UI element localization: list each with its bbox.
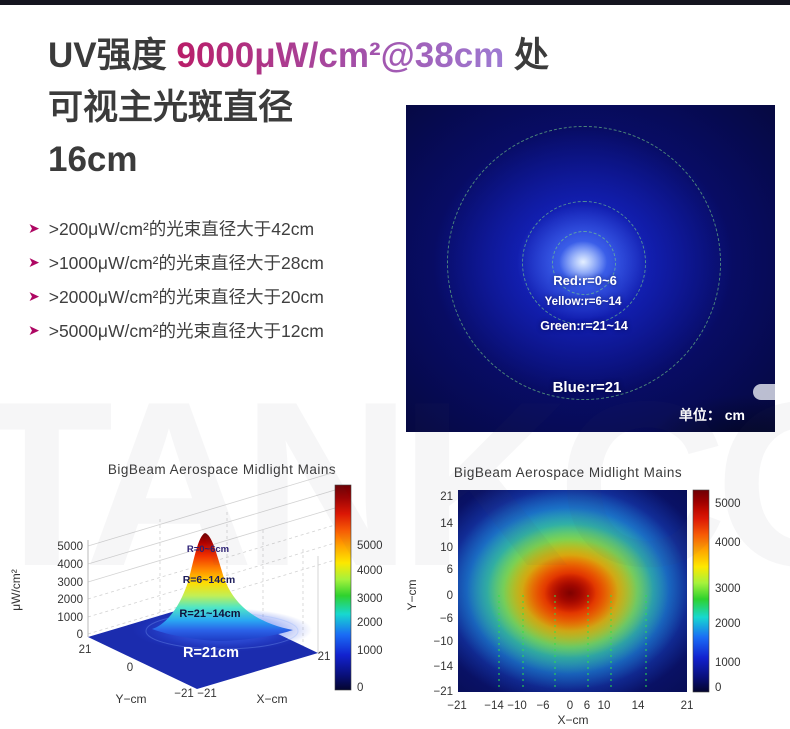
z-axis-ticks: 5000 4000 3000 2000 1000 0 — [57, 541, 83, 641]
colorbar-tick: 1000 — [357, 645, 383, 657]
x-tick: 21 — [681, 700, 694, 712]
ring-label-green: Green:r=21~14 — [540, 319, 628, 333]
colorbar-tick: 3000 — [357, 593, 383, 605]
title-line-3: 16cm — [48, 140, 138, 179]
colorbar-tick: 5000 — [357, 540, 383, 552]
top-accent-bar — [0, 0, 790, 5]
surface-plot-title: BigBeam Aerospace Midlight Mains — [108, 462, 336, 477]
y-tick: 21 — [79, 644, 92, 656]
spec-text: >2000μW/cm²的光束直径大于20cm — [48, 286, 324, 307]
y-tick: 10 — [440, 542, 453, 554]
colorbar-tick: 0 — [357, 682, 363, 694]
x-tick: −6 — [536, 700, 549, 712]
heatmap-title: BigBeam Aerospace Midlight Mains — [454, 465, 682, 480]
list-item: ➤ >200μW/cm²的光束直径大于42cm — [28, 211, 324, 245]
z-tick: 0 — [77, 629, 83, 641]
z-tick: 1000 — [57, 612, 83, 624]
colorbar-tick: 2000 — [715, 618, 741, 630]
heatmap-field — [458, 490, 687, 692]
colorbar-tick: 4000 — [715, 537, 741, 549]
y-tick: −6 — [440, 613, 453, 625]
dashed-circle-r21 — [447, 126, 721, 400]
z-tick: 4000 — [57, 559, 83, 571]
spec-text: >1000μW/cm²的光束直径大于28cm — [48, 252, 324, 273]
x-tick: −10 — [507, 700, 527, 712]
surface-bell — [152, 533, 293, 641]
y-axis-label: Y−cm — [115, 692, 146, 706]
surface-plot: BigBeam Aerospace Midlight Mains R=0~6cm… — [9, 462, 383, 706]
colorbar-tick: 2000 — [357, 617, 383, 629]
title-line-2: 可视主光斑直径 — [48, 88, 294, 127]
arrow-bullet-icon: ➤ — [28, 220, 40, 236]
annotation-r6-14: R=6~14cm — [183, 574, 236, 586]
surface-colorbar — [334, 484, 352, 691]
y-tick: −21 — [433, 686, 453, 698]
y-tick: 0 — [127, 662, 133, 674]
xy-axis-ticks: 21 0 −21 −21 21 — [79, 644, 331, 700]
annotation-r21-14: R=21~14cm — [179, 608, 240, 620]
spec-list: ➤ >200μW/cm²的光束直径大于42cm ➤ >1000μW/cm²的光束直径… — [28, 211, 324, 347]
y-tick: 14 — [440, 518, 453, 530]
unit-label: 单位： cm — [678, 407, 745, 423]
y-tick: −10 — [433, 636, 453, 648]
annotation-r21: R=21cm — [183, 645, 239, 661]
list-item: ➤ >1000μW/cm²的光束直径大于28cm — [28, 245, 324, 279]
y-tick: 0 — [447, 590, 453, 602]
heatmap-y-label: Y−cm — [405, 579, 419, 610]
z-tick: 2000 — [57, 594, 83, 606]
heatmap-colorbar-ticks: 5000 4000 3000 2000 1000 0 — [715, 498, 741, 694]
arrow-bullet-icon: ➤ — [28, 288, 40, 304]
ring-label-blue: Blue:r=21 — [552, 379, 622, 396]
heatmap-plot: BigBeam Aerospace Midlight Mains 21 14 1… — [405, 465, 741, 727]
surface-colorbar-ticks: 5000 4000 3000 2000 1000 0 — [357, 540, 383, 694]
x-axis-label: X−cm — [256, 692, 287, 706]
x-tick: 14 — [632, 700, 645, 712]
heatmap-x-label: X−cm — [557, 713, 588, 727]
page-title: UV强度 9000μW/cm²@38cm 处 可视主光斑直径 16cm — [48, 30, 549, 186]
watermark-band — [753, 384, 775, 400]
title-prefix: UV强度 — [48, 36, 177, 75]
x-tick: 0 — [567, 700, 573, 712]
heatmap-colorbar — [692, 489, 710, 693]
y-tick: 6 — [447, 564, 453, 576]
spec-text: >5000μW/cm²的光束直径大于12cm — [48, 320, 324, 341]
x-tick: −14 — [484, 700, 504, 712]
heatmap-y-ticks: 21 14 10 6 0 −6 −10 −14 −21 — [433, 491, 453, 698]
beam-spot-image: Red:r=0~6 Yellow:r=6~14 Green:r=21~14 Bl… — [406, 105, 775, 432]
title-highlight: 9000μW/cm²@38cm — [176, 36, 505, 75]
colorbar-tick: 4000 — [357, 565, 383, 577]
x-tick: 6 — [584, 700, 590, 712]
arrow-bullet-icon: ➤ — [28, 322, 40, 338]
title-suffix: 处 — [504, 36, 550, 75]
arrow-bullet-icon: ➤ — [28, 254, 40, 270]
z-tick: 5000 — [57, 541, 83, 553]
z-tick: 3000 — [57, 577, 83, 589]
colorbar-tick: 1000 — [715, 657, 741, 669]
x-tick: −21 — [197, 688, 217, 700]
list-item: ➤ >2000μW/cm²的光束直径大于20cm — [28, 279, 324, 313]
annotation-r0-6: R=0~6cm — [187, 544, 229, 555]
ring-label-yellow: Yellow:r=6~14 — [544, 296, 622, 308]
x-tick: 10 — [598, 700, 611, 712]
ring-label-red: Red:r=0~6 — [553, 273, 617, 288]
z-axis-label: μW/cm² — [9, 569, 23, 611]
y-tick: −14 — [433, 661, 453, 673]
list-item: ➤ >5000μW/cm²的光束直径大于12cm — [28, 313, 324, 347]
y-tick: 21 — [440, 491, 453, 503]
spec-text: >200μW/cm²的光束直径大于42cm — [48, 218, 315, 239]
title-line-1: UV强度 9000μW/cm²@38cm 处 — [48, 30, 549, 82]
dashed-guides — [498, 595, 647, 690]
y-tick: −21 — [174, 688, 194, 700]
colorbar-tick: 0 — [715, 682, 721, 694]
x-tick: −21 — [447, 700, 467, 712]
colorbar-tick: 5000 — [715, 498, 741, 510]
x-tick: 21 — [318, 651, 331, 663]
heatmap-x-ticks: −21 −14 −10 −6 0 6 10 14 21 — [447, 700, 693, 712]
colorbar-tick: 3000 — [715, 583, 741, 595]
